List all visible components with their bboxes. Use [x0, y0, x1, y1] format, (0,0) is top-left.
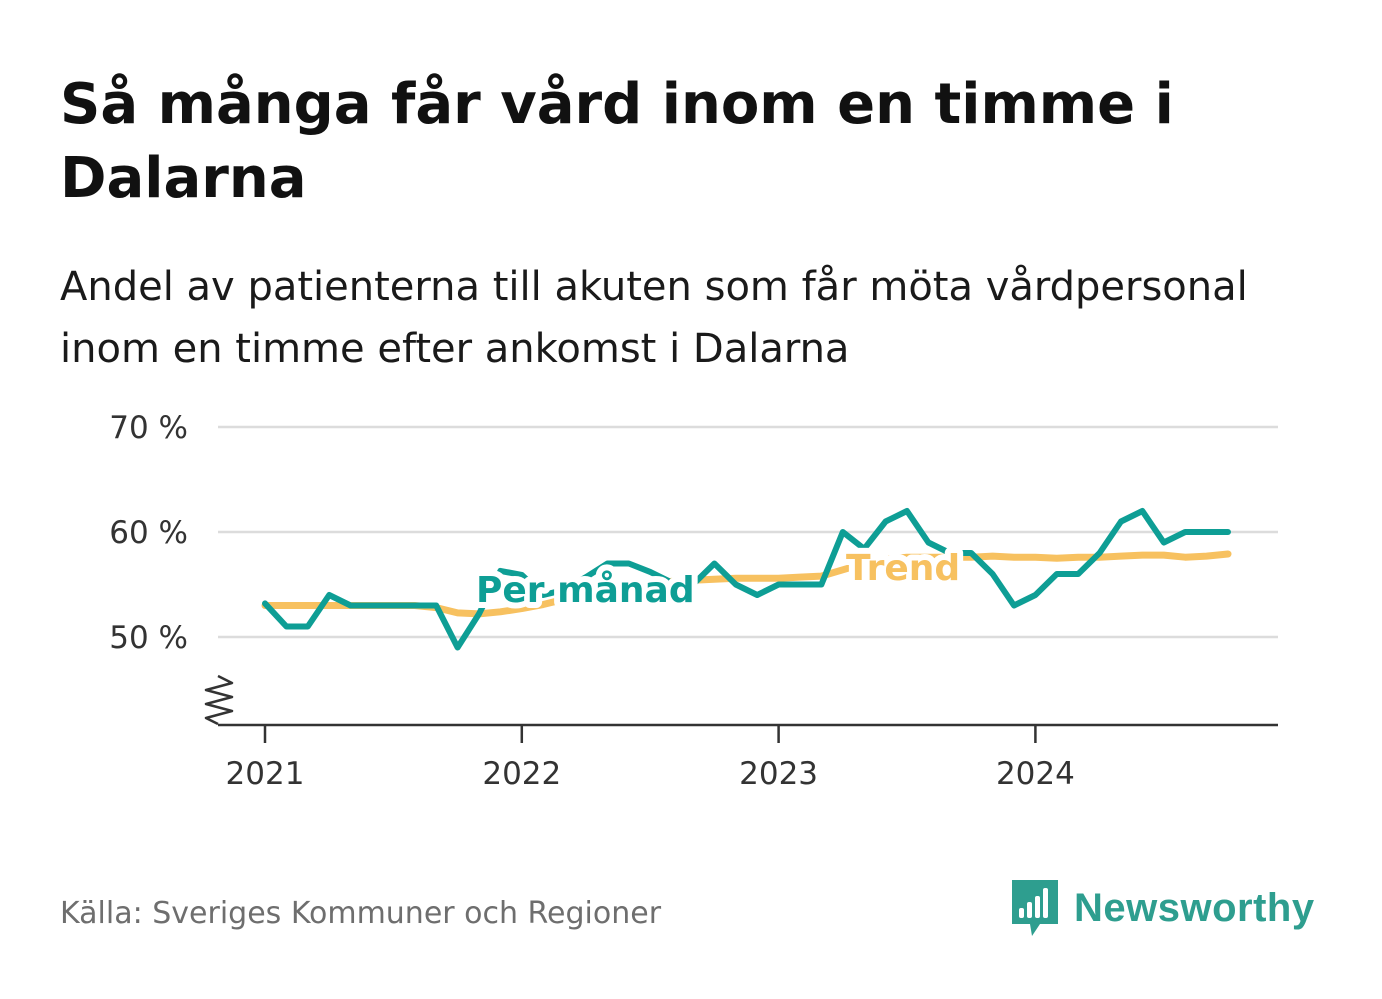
- x-tick-label: 2024: [996, 756, 1075, 792]
- axis-break-icon: [204, 674, 234, 726]
- y-tick-label: 70 %: [109, 410, 188, 446]
- newsworthy-logo-icon: [1012, 880, 1058, 936]
- source-note: Källa: Sveriges Kommuner och Regioner: [60, 896, 662, 931]
- series-label-trend: Trend: [846, 548, 960, 589]
- x-tick-label: 2023: [739, 756, 818, 792]
- series-line-per-manad: [262, 508, 1231, 651]
- chart-subtitle: Andel av patienterna till akuten som får…: [60, 264, 1248, 372]
- x-tick-label: 2021: [226, 756, 305, 792]
- line-chart: 50 % 60 % 70 % 2021 2022 2023 2024 Per månad T…: [109, 410, 1278, 792]
- x-tick-label: 2022: [482, 756, 561, 792]
- brand-name: Newsworthy: [1074, 885, 1315, 930]
- y-axis-tick-labels: 50 % 60 % 70 %: [109, 410, 188, 656]
- y-tick-label: 60 %: [109, 515, 188, 551]
- y-tick-label: 50 %: [109, 620, 188, 656]
- series-label-per-manad: Per månad: [476, 570, 695, 611]
- series-layer: [261, 508, 1232, 651]
- series-labels: Per månad Trend: [470, 542, 966, 617]
- x-axis: 2021 2022 2023 2024: [204, 674, 1278, 792]
- brand-logo: Newsworthy: [1010, 878, 1315, 938]
- gridlines: [218, 425, 1278, 639]
- chart-title: Så många får vård inom en timme i Dalarn…: [60, 72, 1174, 211]
